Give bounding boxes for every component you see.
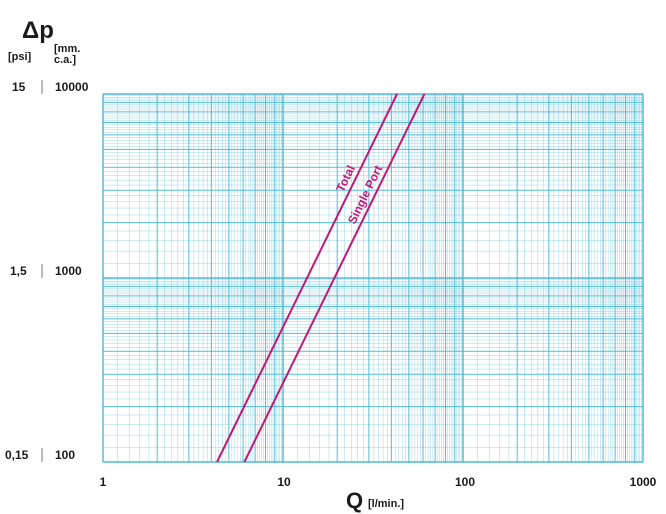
plot-grid bbox=[102, 93, 644, 463]
y-axis-unit-mmca-line1: [mm. bbox=[54, 43, 80, 55]
x-tick-1000: 1000 bbox=[630, 475, 657, 489]
y-tick-mmca-1000: 1000 bbox=[55, 264, 82, 278]
x-axis-symbol: Q bbox=[346, 488, 363, 513]
y-axis-symbol: Δp bbox=[22, 17, 54, 44]
y-axis-unit-mmca-line2: c.a.] bbox=[54, 54, 76, 66]
y-tick-mmca-100: 100 bbox=[55, 448, 75, 462]
x-tick-100: 100 bbox=[455, 475, 475, 489]
series-lines bbox=[216, 93, 426, 463]
x-tick-1: 1 bbox=[100, 475, 107, 489]
series-line-single-port bbox=[243, 93, 426, 463]
y-tick-psi-1-5: 1,5 bbox=[10, 264, 27, 278]
x-tick-10: 10 bbox=[277, 475, 291, 489]
series-line-total bbox=[216, 93, 398, 463]
y-tick-psi-15: 15 bbox=[12, 80, 26, 94]
y-tick-psi-0-15: 0,15 bbox=[5, 448, 29, 462]
x-axis-unit: [l/min.] bbox=[368, 498, 404, 510]
y-axis-unit-psi: [psi] bbox=[8, 51, 32, 63]
y-tick-mmca-10000: 10000 bbox=[55, 80, 89, 94]
